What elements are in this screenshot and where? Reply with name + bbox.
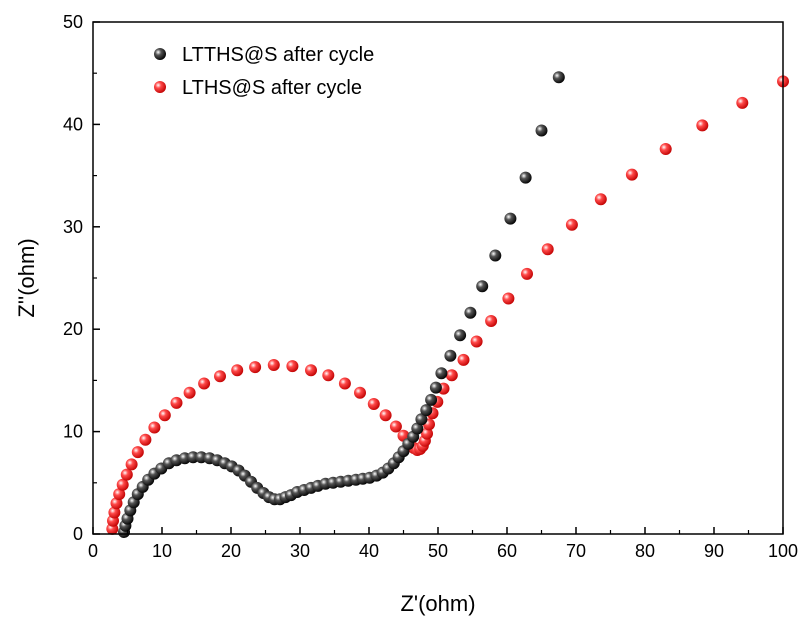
- data-point: [231, 364, 244, 377]
- x-tick-label: 90: [704, 541, 724, 561]
- y-axis-title: Z''(ohm): [14, 238, 39, 317]
- data-point: [519, 171, 532, 184]
- data-point: [305, 364, 317, 377]
- data-point: [113, 488, 126, 501]
- data-point: [457, 353, 470, 366]
- data-point: [338, 377, 351, 390]
- data-point: [625, 168, 638, 181]
- data-point: [139, 433, 152, 446]
- data-point: [420, 404, 433, 417]
- y-tick-label: 40: [63, 114, 83, 134]
- data-point: [389, 420, 402, 433]
- data-point: [435, 367, 448, 380]
- data-point: [249, 361, 262, 374]
- x-tick-label: 80: [635, 541, 655, 561]
- data-point: [696, 119, 709, 132]
- data-point: [489, 249, 502, 262]
- x-axis-title: Z'(ohm): [400, 591, 475, 616]
- data-point: [125, 458, 138, 471]
- data-point: [594, 193, 607, 206]
- data-point: [429, 381, 442, 394]
- y-tick-label: 20: [63, 319, 83, 339]
- data-point: [170, 396, 183, 409]
- data-point: [535, 124, 548, 137]
- y-tick-label: 10: [63, 422, 83, 442]
- data-point: [379, 409, 392, 422]
- data-point: [444, 349, 457, 362]
- data-point: [552, 71, 565, 84]
- data-point: [521, 267, 533, 280]
- data-point: [454, 329, 467, 342]
- data-point: [411, 422, 424, 435]
- data-point: [187, 451, 200, 464]
- data-point: [464, 306, 477, 319]
- x-tick-label: 60: [497, 541, 517, 561]
- data-point: [110, 497, 123, 510]
- data-point: [504, 212, 517, 225]
- data-point: [659, 143, 672, 155]
- data-point: [425, 393, 438, 406]
- data-point: [485, 315, 498, 327]
- data-point: [148, 421, 161, 434]
- data-point: [502, 292, 515, 305]
- data-point: [470, 335, 483, 348]
- data-point: [286, 360, 299, 373]
- legend-marker-ltths: [154, 48, 166, 60]
- legend-marker-lths: [154, 81, 166, 93]
- y-tick-label: 50: [63, 12, 83, 32]
- axis-ticks: 0 10 20 30 40 50 60 70 80 90 100 0 10 20 30 40 50: [63, 12, 798, 561]
- legend-label-lths: LTHS@S after cycle: [182, 77, 362, 99]
- plot-frame: [92, 21, 784, 535]
- series-1: [106, 75, 789, 535]
- data-point: [367, 398, 380, 410]
- data-point: [322, 369, 335, 382]
- x-tick-label: 0: [88, 541, 98, 561]
- series-0: [118, 71, 565, 538]
- x-tick-label: 70: [566, 541, 586, 561]
- x-tick-label: 20: [221, 541, 241, 561]
- data-point: [183, 386, 196, 399]
- x-tick-label: 100: [768, 541, 798, 561]
- x-tick-label: 10: [152, 541, 172, 561]
- data-point: [120, 468, 133, 481]
- data-point: [541, 243, 554, 256]
- data-point: [158, 409, 171, 422]
- data-point: [108, 506, 121, 519]
- data-point: [736, 96, 749, 109]
- data-series: [106, 71, 789, 538]
- data-point: [267, 359, 280, 371]
- data-point: [214, 370, 226, 383]
- legend-label-ltths: LTTHS@S after cycle: [182, 44, 374, 66]
- data-point: [116, 478, 129, 491]
- y-tick-label: 0: [73, 524, 83, 544]
- data-point: [131, 446, 144, 459]
- y-tick-label: 30: [63, 217, 83, 237]
- data-point: [354, 386, 366, 399]
- data-point: [415, 413, 428, 426]
- x-tick-label: 40: [359, 541, 379, 561]
- data-point: [565, 218, 578, 231]
- data-point: [445, 369, 458, 382]
- x-tick-label: 30: [290, 541, 310, 561]
- data-point: [421, 427, 433, 440]
- legend: LTTHS@S after cycle LTHS@S after cycle: [154, 44, 374, 99]
- data-point: [476, 280, 489, 293]
- data-point: [198, 377, 211, 390]
- x-tick-label: 50: [428, 541, 448, 561]
